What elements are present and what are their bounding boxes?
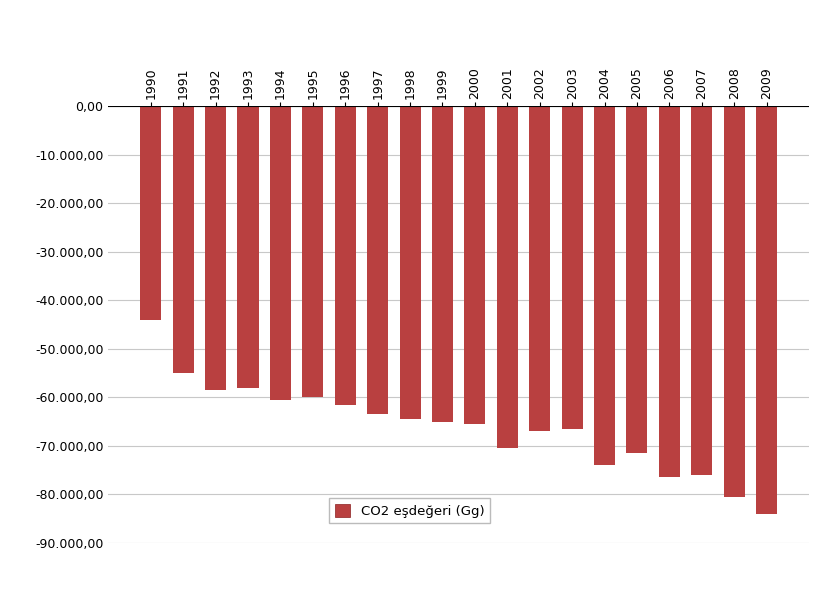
Bar <box>561 106 583 429</box>
Bar <box>626 106 647 453</box>
Legend: CO2 eşdeğeri (Gg): CO2 eşdeğeri (Gg) <box>329 499 490 523</box>
Bar <box>530 106 550 431</box>
Bar <box>432 106 453 421</box>
Bar <box>399 106 420 419</box>
Bar <box>140 106 161 320</box>
Bar <box>173 106 193 373</box>
Bar <box>334 106 356 405</box>
Bar <box>270 106 291 399</box>
Bar <box>465 106 485 424</box>
Bar <box>205 106 226 390</box>
Bar <box>594 106 615 465</box>
Bar <box>238 106 259 388</box>
Bar <box>497 106 518 448</box>
Bar <box>659 106 680 477</box>
Bar <box>302 106 324 397</box>
Bar <box>756 106 777 514</box>
Bar <box>367 106 388 414</box>
Bar <box>691 106 712 475</box>
Bar <box>724 106 745 497</box>
